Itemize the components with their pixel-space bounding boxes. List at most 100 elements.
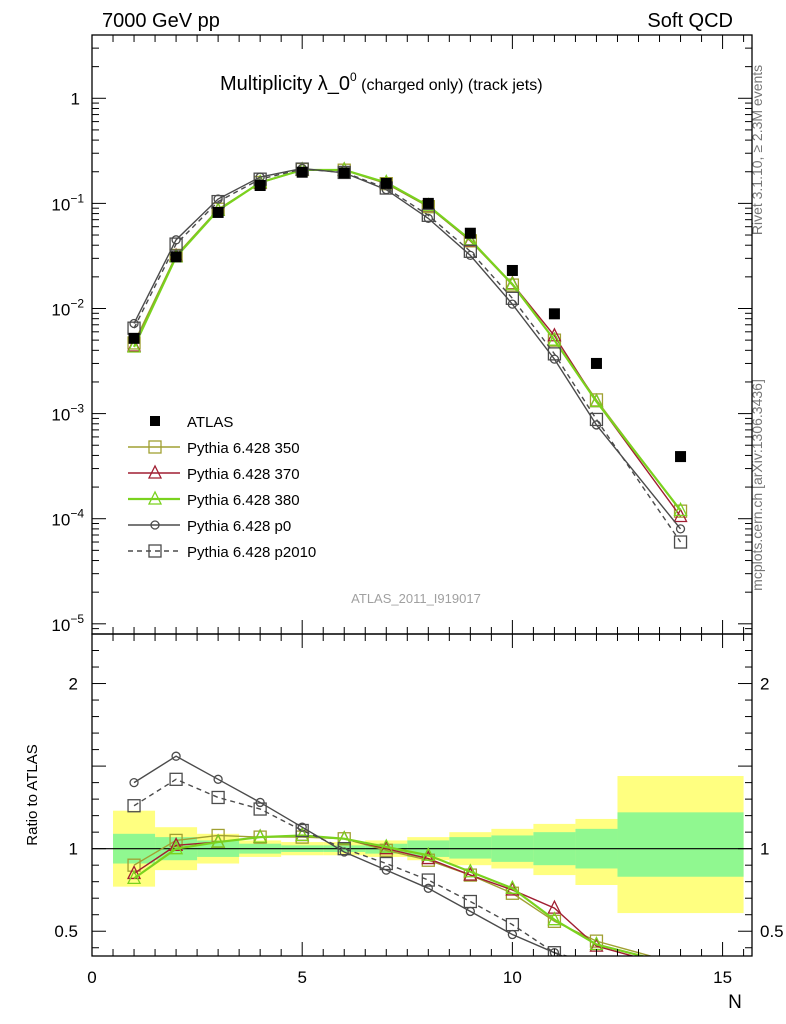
main-point-series-4-10 [547,347,562,361]
atlas-point-0 [128,332,140,344]
ratio-point-series-3-10 [549,948,560,956]
x-axis-label: N [728,992,742,1013]
header-right: Soft QCD [647,10,733,32]
ratio-point-series-2-9 [505,879,520,894]
main-point-series-4-5 [337,165,351,180]
main-point-series-4-7 [421,208,435,222]
legend-marker-1 [147,464,163,479]
main-point-series-2-9 [505,275,520,290]
side-label-rivet: Rivet 3.1.10, ≥ 2.3M events [749,65,765,235]
ratio-point-series-4-3 [253,802,267,816]
legend-marker-3 [150,520,160,530]
ratio-point-series-2-1 [169,840,184,855]
ym-tick-exp-2: −2 [70,296,84,310]
main-point-series-2-11 [589,393,604,408]
ratio-point-series-3-2 [213,774,223,784]
atlas-point-8 [464,227,476,239]
ratio-point-series-3-0 [129,777,139,788]
atlas-point-9 [506,264,518,276]
legend-marker-atlas [150,416,160,426]
ratio-point-series-3-7 [423,883,433,893]
legend-marker-4 [148,544,162,558]
main-line-series-2 [133,168,682,512]
main-point-series-3-7 [423,213,433,224]
ratio-point-series-3-4 [297,822,307,832]
band-inner-8 [449,837,492,859]
legend-label-1: Pythia 6.428 370 [187,466,300,483]
ym-tick-base-5: 10 [51,616,70,635]
main-line-series-4 [133,168,682,543]
ratio-point-series-2-3 [253,828,268,843]
yr-tick-label-right-1: 1 [760,840,769,859]
x-tick-label-15: 15 [713,968,732,987]
ym-tick-base-2: 10 [51,300,70,319]
ratio-point-series-4-8 [463,894,477,909]
ratio-point-series-1-9 [505,881,520,896]
main-point-series-4-8 [463,244,477,258]
ratio-series-group [126,751,654,956]
ratio-point-series-4-0 [127,799,141,813]
ym-tick-label-5: 10−5 [51,612,84,635]
legend-label-2: Pythia 6.428 380 [187,492,300,509]
chart-title: Multiplicity λ_00 (charged only) (track … [220,70,543,95]
yr-tick-label-left-2: 2 [69,675,78,694]
ratio-point-series-1-0 [126,864,142,880]
main-point-series-2-12 [673,501,688,517]
ym-tick-base-1: 10 [51,195,70,214]
ratio-point-series-1-1 [169,836,184,852]
ym-tick-exp-3: −3 [70,402,84,416]
ratio-point-series-4-10 [547,946,562,956]
main-line-series-3 [133,167,682,530]
legend-label-0: Pythia 6.428 350 [187,440,300,457]
main-point-series-4-11 [589,412,604,427]
plot-frames [91,34,753,957]
ratio-point-series-2-10 [547,911,562,926]
atlas-point-4 [296,166,308,178]
ratio-point-series-2-2 [211,833,226,848]
main-point-series-0-9 [505,278,520,292]
header-left: 7000 GeV pp [102,10,220,32]
ym-tick-label-1: 10−1 [51,191,84,214]
atlas-data-points [128,166,687,463]
atlas-point-5 [338,167,350,179]
chart-title-sup: 0 [350,70,357,84]
legend-label-4: Pythia 6.428 p2010 [187,544,316,561]
atlas-point-12 [675,451,687,463]
main-point-series-2-0 [126,338,142,353]
x-tick-label-5: 5 [297,968,306,987]
band-inner-12 [617,812,744,877]
main-line-series-0 [133,168,682,512]
ratio-frame [91,633,753,957]
atlas-point-3 [254,179,266,191]
ratio-point-series-4-9 [505,917,520,932]
ym-tick-base-4: 10 [51,511,70,530]
ratio-point-series-4-1 [169,772,183,786]
ratio-point-series-2-5 [337,830,352,845]
ym-tick-exp-4: −4 [70,507,84,521]
ratio-point-series-4-2 [211,790,225,805]
yr-tick-label-left-0: 0.5 [54,922,78,941]
axis-ticks [91,34,752,956]
side-label-mcplots: mcplots.cern.ch [arXiv:1306.3436] [749,379,765,591]
main-point-series-2-10 [547,331,562,346]
ratio-point-series-2-8 [463,863,478,878]
ratio-point-series-4-6 [379,856,393,871]
ratio-point-series-0-1 [169,833,183,848]
main-point-series-3-12 [675,524,686,534]
chart-title-main: Multiplicity λ_0 [220,73,350,95]
x-tick-label-0: 0 [87,968,96,987]
ym-tick-exp-1: −1 [70,191,84,205]
ratio-point-series-2-7 [421,846,436,861]
ratio-point-series-4-7 [421,873,435,887]
main-series-group [126,161,688,549]
ym-tick-label-4: 10−4 [51,507,84,530]
legend-marker-2 [147,490,163,505]
ratio-point-series-2-0 [126,869,142,885]
analysis-label: ATLAS_2011_I919017 [351,591,481,606]
main-point-series-4-1 [169,237,183,251]
ratio-point-series-4-5 [337,842,351,856]
yr-tick-label-right-0: 0.5 [760,922,784,941]
